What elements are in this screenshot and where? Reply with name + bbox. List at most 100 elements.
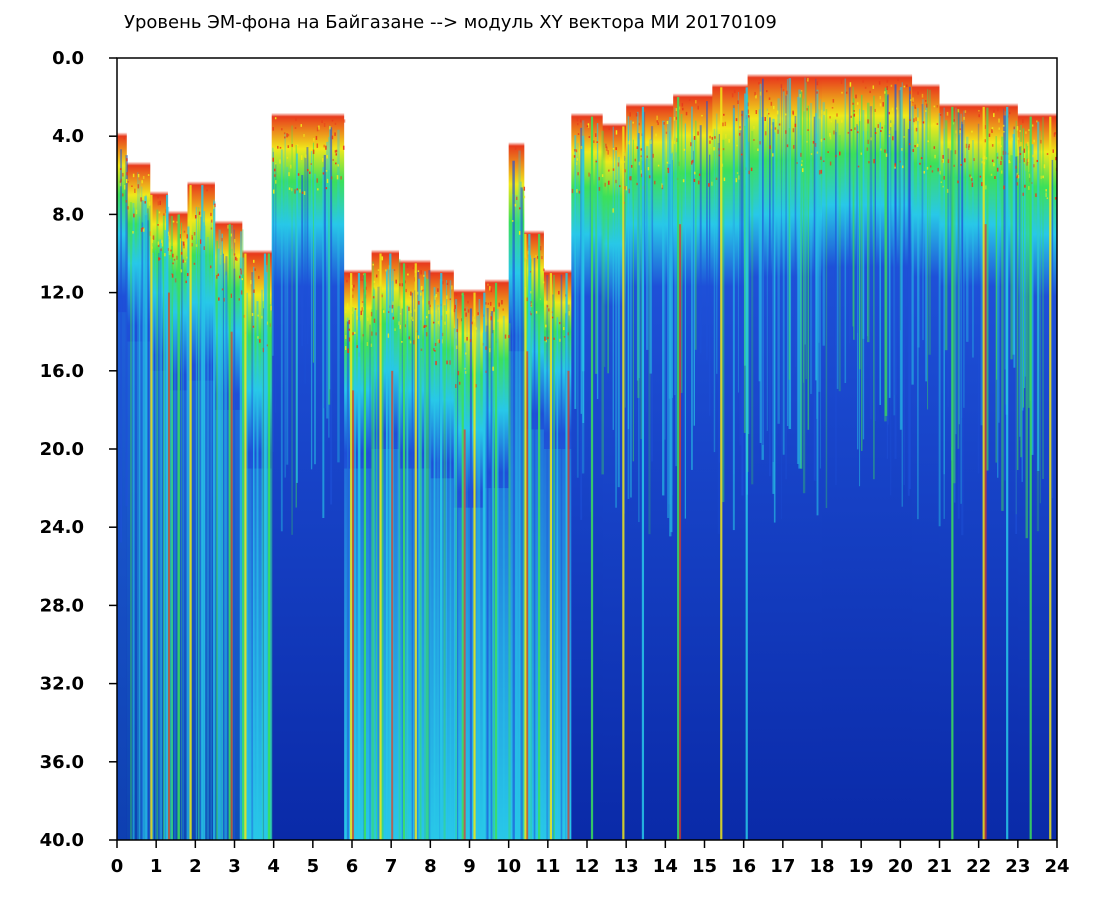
front-speckle bbox=[577, 123, 579, 126]
front-speckle bbox=[173, 258, 176, 261]
texture-streak bbox=[152, 252, 154, 840]
heatmap-segment bbox=[485, 58, 510, 840]
front-speckle bbox=[218, 297, 220, 301]
front-speckle bbox=[230, 293, 232, 298]
front-speckle bbox=[321, 157, 324, 162]
texture-streak bbox=[893, 124, 896, 416]
front-speckle bbox=[886, 79, 889, 83]
front-speckle bbox=[984, 125, 987, 129]
texture-streak bbox=[223, 263, 226, 840]
front-speckle bbox=[776, 78, 779, 81]
texture-streak bbox=[576, 143, 579, 478]
texture-streak bbox=[217, 248, 220, 840]
front-speckle bbox=[417, 335, 420, 339]
texture-streak bbox=[330, 127, 333, 505]
front-speckle bbox=[715, 177, 718, 181]
front-speckle bbox=[238, 253, 240, 258]
texture-streak bbox=[1019, 163, 1021, 437]
texture-streak bbox=[954, 149, 956, 503]
texture-streak bbox=[245, 292, 249, 840]
front-speckle bbox=[718, 148, 720, 151]
texture-streak bbox=[953, 120, 956, 484]
front-speckle bbox=[281, 128, 283, 131]
texture-streak bbox=[1024, 170, 1027, 377]
texture-streak bbox=[424, 271, 426, 840]
front-speckle bbox=[733, 89, 736, 94]
texture-streak bbox=[233, 229, 235, 840]
front-speckle bbox=[840, 79, 843, 84]
front-speckle bbox=[940, 181, 943, 183]
bright-streak bbox=[720, 87, 723, 840]
front-speckle bbox=[882, 102, 884, 107]
front-speckle bbox=[884, 149, 886, 153]
front-speckle bbox=[673, 116, 676, 121]
front-speckle bbox=[874, 132, 877, 134]
texture-streak bbox=[675, 152, 678, 467]
front-speckle bbox=[342, 145, 345, 150]
front-speckle bbox=[656, 115, 658, 121]
front-speckle bbox=[383, 310, 385, 313]
front-speckle bbox=[279, 146, 282, 149]
front-speckle bbox=[287, 133, 290, 137]
front-speckle bbox=[912, 148, 915, 152]
heatmap-segment bbox=[453, 58, 486, 840]
front-speckle bbox=[558, 290, 560, 295]
front-speckle bbox=[640, 155, 643, 158]
front-speckle bbox=[407, 273, 409, 276]
front-speckle bbox=[656, 120, 659, 123]
front-speckle bbox=[925, 110, 927, 112]
texture-streak bbox=[574, 135, 577, 409]
front-speckle bbox=[1035, 193, 1037, 197]
front-speckle bbox=[792, 128, 795, 133]
front-speckle bbox=[530, 301, 532, 305]
front-speckle bbox=[953, 119, 955, 122]
x-tick-label: 7 bbox=[385, 856, 398, 877]
front-speckle bbox=[411, 319, 414, 322]
front-speckle bbox=[258, 275, 260, 279]
x-tick-label: 12 bbox=[574, 856, 599, 877]
front-speckle bbox=[240, 290, 243, 295]
texture-streak bbox=[206, 237, 210, 840]
front-speckle bbox=[657, 164, 660, 167]
texture-streak bbox=[809, 102, 813, 394]
front-speckle bbox=[899, 160, 901, 163]
front-speckle bbox=[1046, 153, 1049, 155]
front-speckle bbox=[535, 255, 537, 257]
front-speckle bbox=[943, 175, 945, 180]
texture-streak bbox=[769, 117, 771, 477]
front-speckle bbox=[348, 328, 350, 331]
texture-streak bbox=[120, 149, 123, 543]
texture-streak bbox=[381, 308, 384, 840]
front-speckle bbox=[216, 274, 218, 279]
front-speckle bbox=[172, 262, 174, 265]
texture-streak bbox=[777, 98, 780, 424]
texture-streak bbox=[693, 137, 695, 426]
front-speckle bbox=[914, 107, 917, 109]
front-speckle bbox=[326, 178, 329, 184]
texture-streak bbox=[502, 315, 505, 840]
texture-streak bbox=[718, 134, 720, 463]
texture-streak bbox=[1020, 124, 1022, 458]
front-speckle bbox=[526, 297, 528, 302]
front-speckle bbox=[335, 162, 337, 165]
front-speckle bbox=[417, 270, 420, 273]
front-speckle bbox=[416, 291, 419, 295]
x-tick-label: 19 bbox=[849, 856, 874, 877]
front-speckle bbox=[888, 111, 890, 115]
y-tick-label: 24.0 bbox=[40, 517, 84, 538]
front-speckle bbox=[152, 235, 155, 240]
front-speckle bbox=[738, 132, 741, 136]
front-speckle bbox=[833, 130, 835, 135]
front-speckle bbox=[937, 167, 939, 172]
front-speckle bbox=[580, 145, 583, 150]
front-speckle bbox=[563, 327, 565, 331]
texture-streak bbox=[312, 142, 314, 363]
front-speckle bbox=[489, 301, 492, 306]
texture-streak bbox=[911, 106, 914, 385]
texture-streak bbox=[242, 274, 245, 840]
texture-streak bbox=[210, 220, 213, 840]
front-speckle bbox=[605, 146, 607, 148]
front-speckle bbox=[310, 163, 313, 165]
front-speckle bbox=[594, 133, 597, 137]
